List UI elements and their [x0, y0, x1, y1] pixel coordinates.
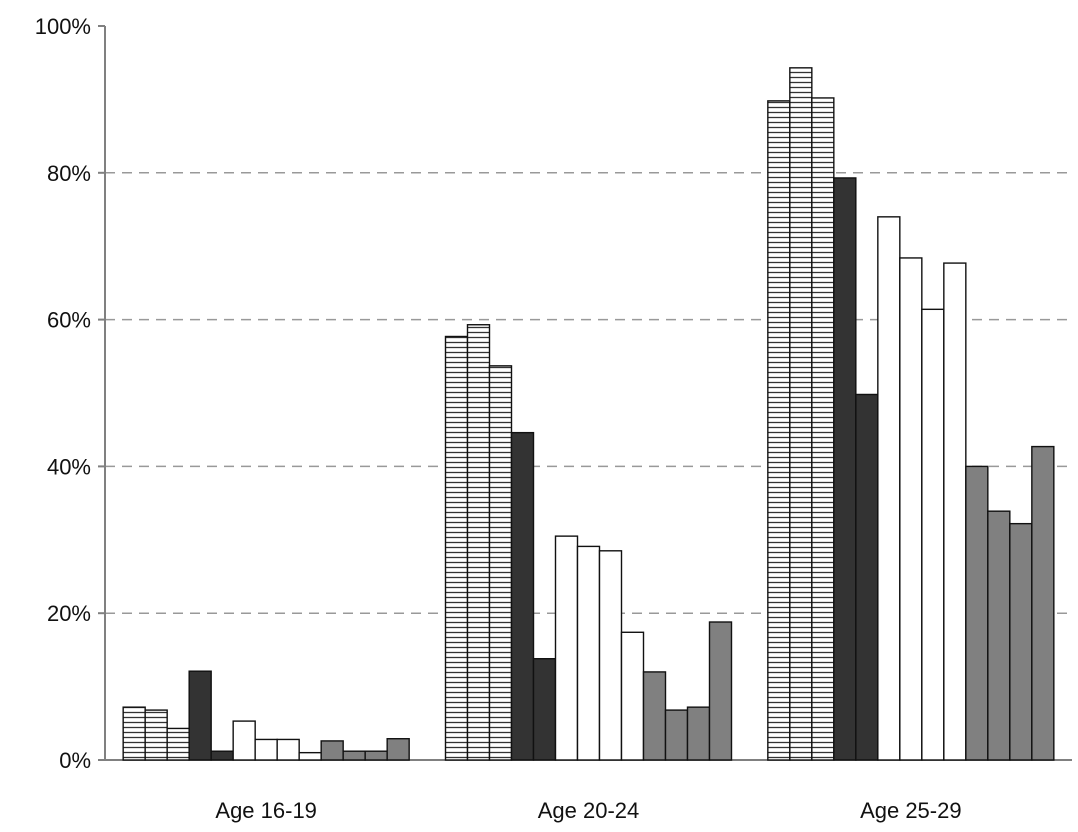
- bar: [877, 216, 901, 761]
- bar: [686, 706, 711, 761]
- bar: [364, 750, 388, 761]
- y-tick-label: 40%: [47, 454, 91, 479]
- bar: [276, 738, 300, 761]
- bar: [510, 431, 535, 761]
- y-tick-label: 20%: [47, 601, 91, 626]
- bar: [232, 720, 256, 761]
- bar: [576, 545, 601, 761]
- bar: [188, 670, 212, 761]
- bar: [833, 177, 857, 761]
- bar: [532, 658, 557, 761]
- bar: [386, 738, 410, 761]
- bar: [144, 709, 168, 761]
- bar: [166, 727, 190, 761]
- bar: [789, 67, 813, 761]
- bar: [855, 393, 879, 761]
- y-tick-label: 100%: [35, 14, 91, 39]
- bar: [210, 750, 234, 761]
- bar: [965, 465, 989, 761]
- x-category-label: Age 20-24: [538, 798, 640, 823]
- bar: [342, 750, 366, 761]
- bar: [620, 631, 645, 761]
- bar: [708, 621, 733, 761]
- bar: [811, 97, 835, 761]
- bar: [664, 709, 689, 761]
- bar: [642, 671, 667, 761]
- y-tick-label: 60%: [47, 308, 91, 333]
- bar: [444, 335, 469, 761]
- bar: [298, 751, 322, 761]
- bar: [1009, 522, 1033, 761]
- y-tick-labels: 0% 20% 40% 60% 80% 100%: [35, 14, 91, 773]
- bar: [466, 324, 491, 761]
- bars: [122, 67, 1055, 761]
- bar: [598, 550, 623, 761]
- bar: [921, 308, 945, 761]
- bar: [320, 740, 344, 761]
- bar: [254, 738, 278, 761]
- bar: [943, 262, 967, 761]
- x-category-label: Age 16-19: [215, 798, 317, 823]
- bar: [488, 365, 513, 761]
- bar: [899, 257, 923, 761]
- y-tick-label: 0%: [59, 748, 91, 773]
- bar: [122, 706, 146, 761]
- x-category-labels: Age 16-19 Age 20-24 Age 25-29: [215, 798, 961, 823]
- bar: [987, 510, 1011, 761]
- bar: [1031, 445, 1055, 761]
- bar: [554, 535, 579, 761]
- bar: [767, 100, 791, 761]
- x-category-label: Age 25-29: [860, 798, 962, 823]
- y-tick-label: 80%: [47, 161, 91, 186]
